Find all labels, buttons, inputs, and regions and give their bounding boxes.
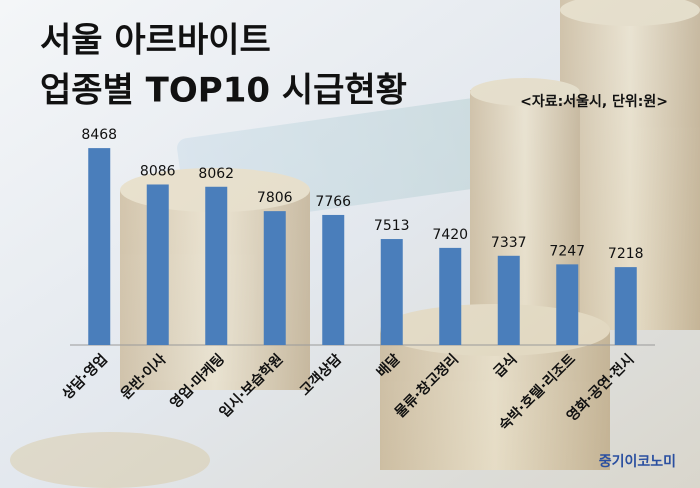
value-label: 7337 [491,235,527,251]
watermark: 중기이코노미 [599,453,676,470]
source-note: <자료:서울시, 단위:원> [520,93,668,110]
value-label: 7247 [549,243,585,259]
bar [88,148,111,345]
value-label: 8062 [198,166,234,182]
bar [146,184,169,345]
value-label: 8468 [81,127,117,143]
value-label: 7806 [257,190,293,206]
value-label: 7766 [315,194,351,210]
value-label: 7513 [374,218,410,234]
value-label: 8086 [140,163,176,179]
bar [205,186,228,345]
bar [380,239,403,345]
bar [556,264,579,345]
chart-title: 업종별 TOP10 시급현황 [40,71,407,111]
bar [439,247,462,345]
bar [263,211,286,345]
chart-title: 서울 아르바이트 [40,21,271,61]
bar [497,255,520,345]
bar [614,267,637,345]
value-label: 7420 [432,227,468,243]
value-label: 7218 [608,246,644,262]
bar [322,214,345,345]
